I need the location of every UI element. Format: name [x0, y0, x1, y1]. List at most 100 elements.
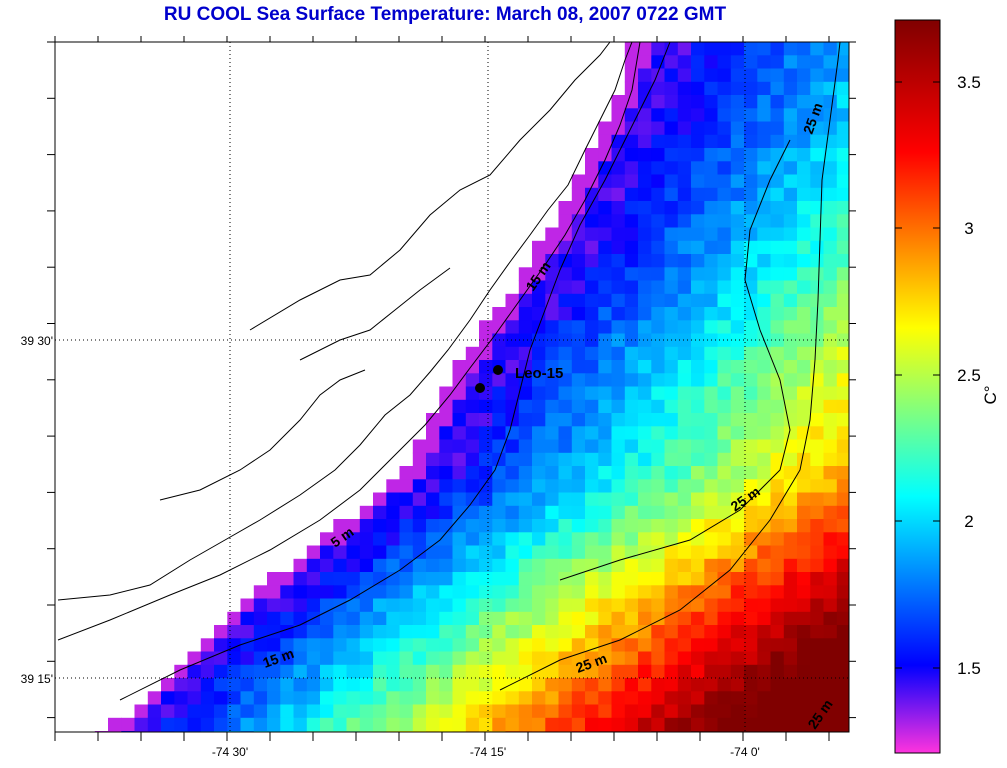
sst-cell	[545, 492, 560, 507]
sst-cell	[426, 426, 440, 441]
sst-cell	[386, 625, 401, 639]
sst-cell	[823, 479, 838, 494]
sst-cell	[571, 174, 586, 189]
sst-cell	[757, 254, 772, 268]
sst-cell	[174, 691, 189, 706]
sst-cell	[624, 307, 639, 321]
sst-cell	[744, 68, 758, 83]
sst-cell	[744, 731, 758, 732]
sst-cell	[598, 731, 613, 732]
sst-cell	[426, 598, 440, 613]
sst-cell	[558, 545, 573, 560]
sst-cell	[704, 426, 719, 441]
sst-cell	[717, 399, 732, 414]
sst-cell	[783, 664, 798, 679]
sst-cell	[836, 519, 849, 533]
sst-cell	[518, 664, 533, 679]
sst-cell	[571, 611, 586, 626]
sst-cell	[518, 333, 533, 348]
sst-cell	[571, 704, 586, 719]
isobath-15m	[119, 42, 671, 701]
sst-cell	[585, 201, 599, 215]
sst-cell	[585, 413, 599, 427]
sst-cell	[108, 731, 122, 732]
sst-cell	[730, 108, 745, 123]
station-marker[interactable]	[493, 365, 503, 375]
station-marker[interactable]	[475, 383, 485, 393]
sst-cell	[386, 638, 401, 653]
sst-cell	[214, 638, 228, 653]
sst-cell	[677, 413, 692, 427]
sst-cell	[253, 651, 268, 666]
sst-cell	[664, 598, 679, 613]
sst-cell	[651, 585, 666, 600]
sst-cell	[545, 704, 560, 719]
sst-cell	[465, 439, 480, 454]
sst-cell	[240, 717, 255, 732]
sst-cell	[730, 134, 745, 149]
station-leo15[interactable]: Leo-15	[475, 365, 563, 393]
sst-cell	[558, 439, 573, 454]
sst-cell	[770, 519, 785, 533]
sst-cell	[439, 413, 454, 427]
sst-cell	[704, 293, 719, 308]
sst-cell	[624, 227, 639, 242]
sst-cell	[638, 598, 652, 613]
sst-cell	[757, 148, 772, 162]
sst-cell	[439, 426, 454, 441]
sst-cell	[426, 611, 440, 626]
sst-cell	[465, 545, 480, 560]
sst-cell	[558, 452, 573, 467]
sst-cell	[399, 505, 414, 520]
sst-cell	[677, 373, 692, 388]
sst-cell	[717, 108, 732, 123]
sst-cell	[797, 572, 811, 586]
sst-cell	[611, 174, 626, 189]
sst-cell	[810, 558, 825, 573]
sst-cell	[757, 585, 772, 600]
sst-cell	[558, 399, 573, 414]
sst-cell	[399, 611, 414, 626]
sst-cell	[518, 399, 533, 414]
sst-cell	[770, 704, 785, 719]
sst-cell	[664, 585, 679, 600]
sst-cell	[399, 717, 414, 732]
sst-cell	[624, 267, 639, 282]
sst-cell	[611, 611, 626, 626]
sst-cell	[518, 293, 533, 308]
sst-cell	[399, 572, 414, 586]
sst-cell	[704, 572, 719, 586]
sst-cell	[465, 664, 480, 679]
sst-cell	[704, 320, 719, 335]
sst-cell	[598, 240, 613, 255]
sst-cell	[770, 68, 785, 83]
sst-cell	[638, 439, 652, 454]
sst-cell	[730, 678, 745, 692]
sst-cell	[823, 717, 838, 732]
sst-cell	[359, 545, 374, 560]
sst-cell	[651, 240, 666, 255]
sst-cell	[810, 227, 825, 242]
sst-cell	[293, 598, 308, 613]
sst-cell	[306, 678, 321, 692]
sst-cell	[439, 439, 454, 454]
sst-cell	[545, 598, 560, 613]
sst-cell	[624, 704, 639, 719]
sst-cell	[227, 691, 242, 706]
sst-cell	[598, 558, 613, 573]
sst-cell	[757, 95, 772, 109]
sst-cell	[664, 492, 679, 507]
sst-cell	[187, 717, 202, 732]
sst-cell	[677, 426, 692, 441]
sst-cell	[797, 320, 811, 335]
sst-cell	[704, 638, 719, 653]
sst-cell	[412, 651, 427, 666]
sst-cell	[532, 558, 546, 573]
sst-cell	[479, 611, 493, 626]
sst-cell	[386, 717, 401, 732]
sst-cell	[730, 68, 745, 83]
sst-cell	[717, 704, 732, 719]
sst-cell	[823, 611, 838, 626]
sst-cell	[108, 717, 122, 732]
sst-cell	[611, 187, 626, 202]
